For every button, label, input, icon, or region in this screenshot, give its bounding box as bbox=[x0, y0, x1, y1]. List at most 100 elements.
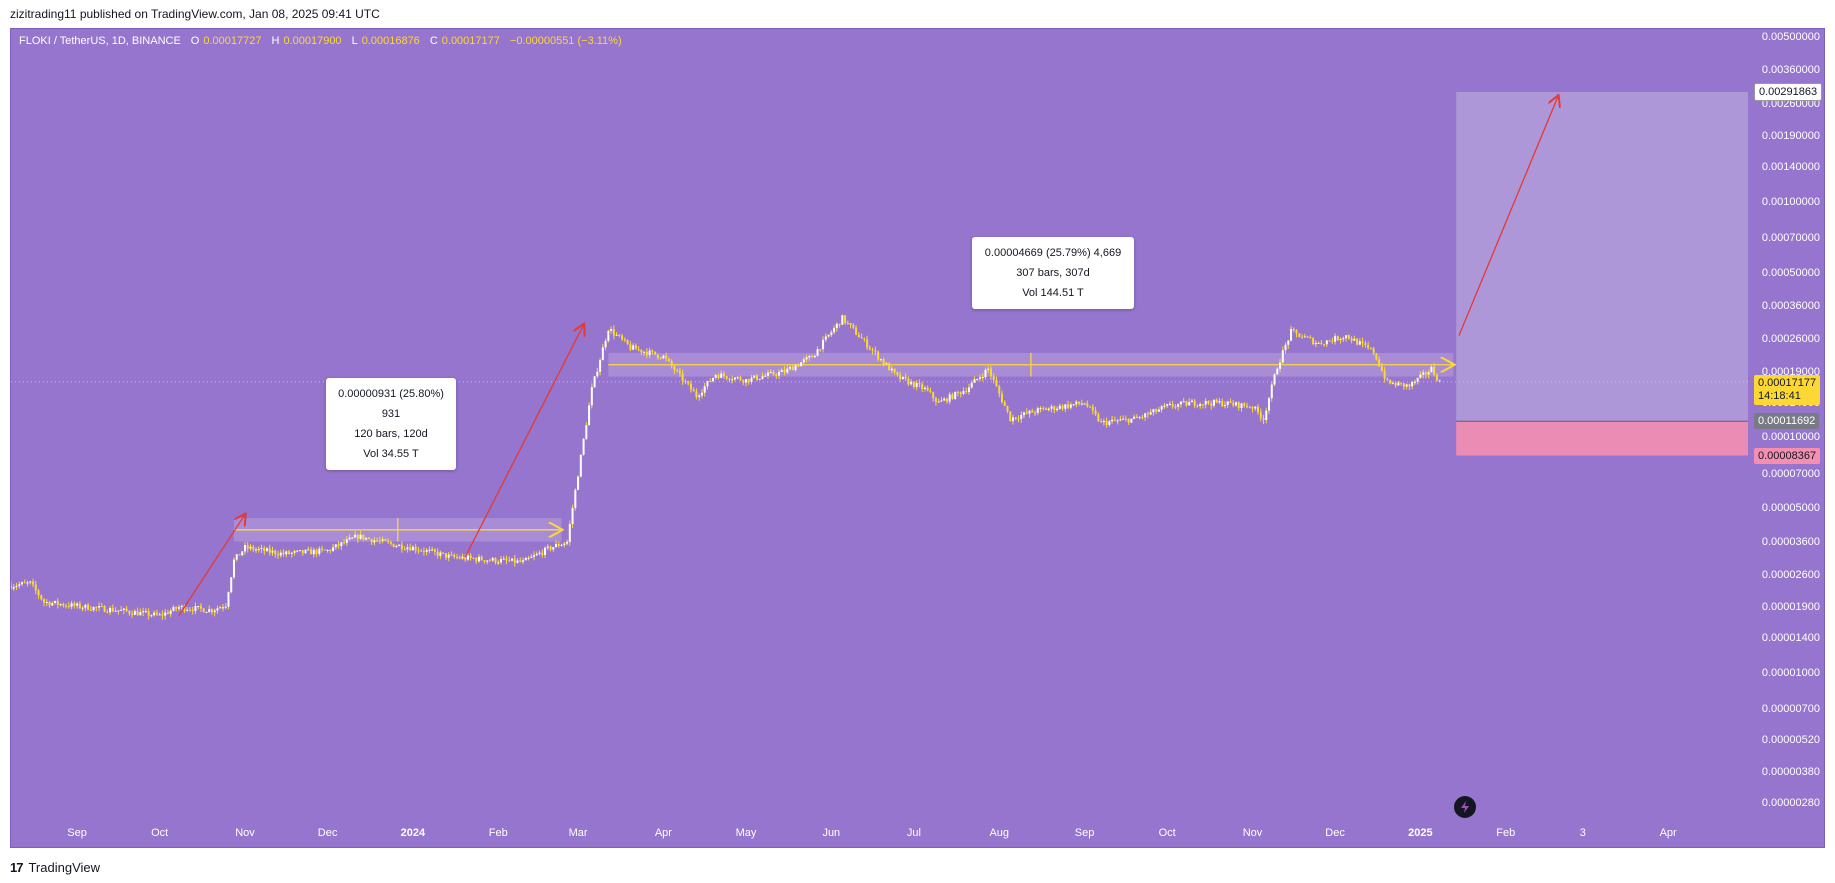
candle-body-17 bbox=[56, 600, 59, 605]
candle-body-133 bbox=[376, 540, 379, 542]
measure-label-2[interactable]: 0.00004669 (25.79%) 4,669 307 bars, 307d… bbox=[972, 237, 1134, 309]
candle-body-442 bbox=[1226, 401, 1229, 405]
candle-body-142 bbox=[400, 544, 403, 550]
measure-label-1[interactable]: 0.00000931 (25.80%) 931 120 bars, 120d V… bbox=[326, 378, 456, 470]
candle-body-450 bbox=[1248, 407, 1251, 409]
candle-body-396 bbox=[1100, 421, 1103, 423]
time-tick-label: Dec bbox=[1325, 827, 1345, 839]
candle-body-425 bbox=[1179, 401, 1182, 405]
candle-body-454 bbox=[1259, 412, 1262, 419]
candle-body-259 bbox=[722, 373, 725, 377]
measure-2-volume: Vol 144.51 T bbox=[1022, 287, 1084, 299]
candle-body-501 bbox=[1389, 380, 1392, 384]
time-tick-label: Nov bbox=[235, 827, 255, 839]
candle-body-279 bbox=[778, 371, 781, 376]
time-tick-label: Aug bbox=[989, 827, 1010, 839]
candle-body-212 bbox=[593, 376, 596, 388]
candle-body-345 bbox=[959, 392, 962, 395]
candle-body-197 bbox=[552, 547, 555, 550]
candle-body-487 bbox=[1350, 338, 1353, 341]
candle-body-281 bbox=[783, 370, 786, 373]
candle-body-314 bbox=[874, 350, 877, 352]
candle-body-355 bbox=[987, 368, 990, 370]
candle-body-420 bbox=[1166, 404, 1169, 406]
candle-body-276 bbox=[769, 371, 772, 373]
candle-body-467 bbox=[1295, 330, 1298, 334]
price-tick-label: 0.00100000 bbox=[1761, 195, 1820, 208]
candle-body-128 bbox=[362, 534, 365, 540]
candle-body-165 bbox=[464, 556, 467, 560]
bolt-icon[interactable] bbox=[1454, 796, 1476, 818]
candle-body-453 bbox=[1257, 406, 1260, 413]
candle-body-380 bbox=[1056, 408, 1059, 411]
candle-body-500 bbox=[1386, 378, 1389, 381]
candle-body-414 bbox=[1149, 412, 1152, 415]
candle-body-229 bbox=[640, 349, 643, 353]
candle-body-248 bbox=[692, 389, 695, 392]
candle-body-239 bbox=[667, 358, 670, 361]
candle-body-379 bbox=[1053, 406, 1056, 411]
current-price-tag: 0.00017177 14:18:41 bbox=[1754, 374, 1821, 405]
candle-body-236 bbox=[659, 357, 662, 359]
price-tick-label: 0.00010000 bbox=[1761, 431, 1820, 444]
candle-body-116 bbox=[329, 550, 332, 552]
candle-body-357 bbox=[992, 376, 995, 381]
candle-body-516 bbox=[1430, 366, 1433, 373]
candle-body-69 bbox=[199, 606, 202, 609]
candle-body-352 bbox=[978, 377, 981, 379]
candle-body-499 bbox=[1383, 370, 1386, 379]
time-axis[interactable]: Sep Oct Nov Dec 2024 Feb Mar Apr May Jun Jul Aug Sep… bbox=[11, 819, 1748, 849]
candle-body-168 bbox=[472, 557, 475, 559]
candle-body-337 bbox=[937, 401, 940, 403]
candle-body-267 bbox=[744, 379, 747, 383]
candle-body-254 bbox=[709, 380, 712, 382]
price-chart[interactable] bbox=[11, 29, 1826, 849]
candle-body-26 bbox=[81, 607, 84, 609]
time-tick-label: 3 bbox=[1579, 827, 1586, 839]
candle-body-118 bbox=[334, 544, 337, 548]
candle-body-313 bbox=[871, 349, 874, 351]
candle-body-322 bbox=[896, 372, 899, 375]
candle-body-277 bbox=[772, 371, 775, 375]
candle-body-196 bbox=[549, 546, 552, 550]
candle-body-292 bbox=[813, 355, 816, 358]
candle-body-149 bbox=[420, 550, 423, 552]
candle-body-458 bbox=[1270, 384, 1273, 399]
candle-body-321 bbox=[893, 368, 896, 373]
chart-pane[interactable]: FLOKI / TetherUS, 1D, BINANCE O 0.0001772… bbox=[10, 28, 1825, 848]
candle-body-432 bbox=[1199, 404, 1202, 406]
candle-body-459 bbox=[1273, 374, 1276, 385]
candle-body-275 bbox=[767, 372, 770, 376]
candle-body-320 bbox=[890, 368, 893, 371]
candle-body-388 bbox=[1078, 401, 1081, 404]
candle-body-252 bbox=[703, 386, 706, 393]
candle-body-503 bbox=[1394, 382, 1397, 386]
candle-body-29 bbox=[89, 609, 92, 611]
candle-body-367 bbox=[1020, 415, 1023, 419]
candle-body-188 bbox=[527, 557, 530, 559]
candle-body-186 bbox=[522, 560, 525, 562]
candle-body-323 bbox=[899, 374, 902, 380]
candle-body-403 bbox=[1119, 419, 1122, 421]
candle-body-306 bbox=[852, 324, 855, 328]
candle-body-41 bbox=[122, 608, 125, 610]
legend-low-key: L bbox=[351, 35, 358, 47]
candle-body-213 bbox=[596, 371, 599, 377]
candle-body-117 bbox=[332, 547, 335, 551]
candle-body-448 bbox=[1243, 403, 1246, 406]
footer-brand[interactable]: 17 TradingView bbox=[10, 856, 100, 878]
candle-body-170 bbox=[477, 556, 480, 562]
candle-body-137 bbox=[387, 540, 390, 543]
candle-body-79 bbox=[227, 592, 230, 607]
time-tick-label: Nov bbox=[1242, 827, 1263, 839]
stop-zone bbox=[1456, 421, 1748, 456]
candle-body-333 bbox=[926, 387, 929, 391]
candle-body-218 bbox=[610, 329, 613, 331]
candle-body-480 bbox=[1331, 340, 1334, 342]
candle-body-115 bbox=[326, 550, 329, 552]
price-axis[interactable]: 0.00500000 0.00360000 0.00260000 0.00190000… bbox=[1748, 29, 1826, 819]
candle-body-247 bbox=[689, 383, 692, 390]
candle-body-224 bbox=[626, 339, 629, 345]
candle-body-350 bbox=[973, 379, 976, 383]
candle-body-395 bbox=[1097, 414, 1100, 422]
